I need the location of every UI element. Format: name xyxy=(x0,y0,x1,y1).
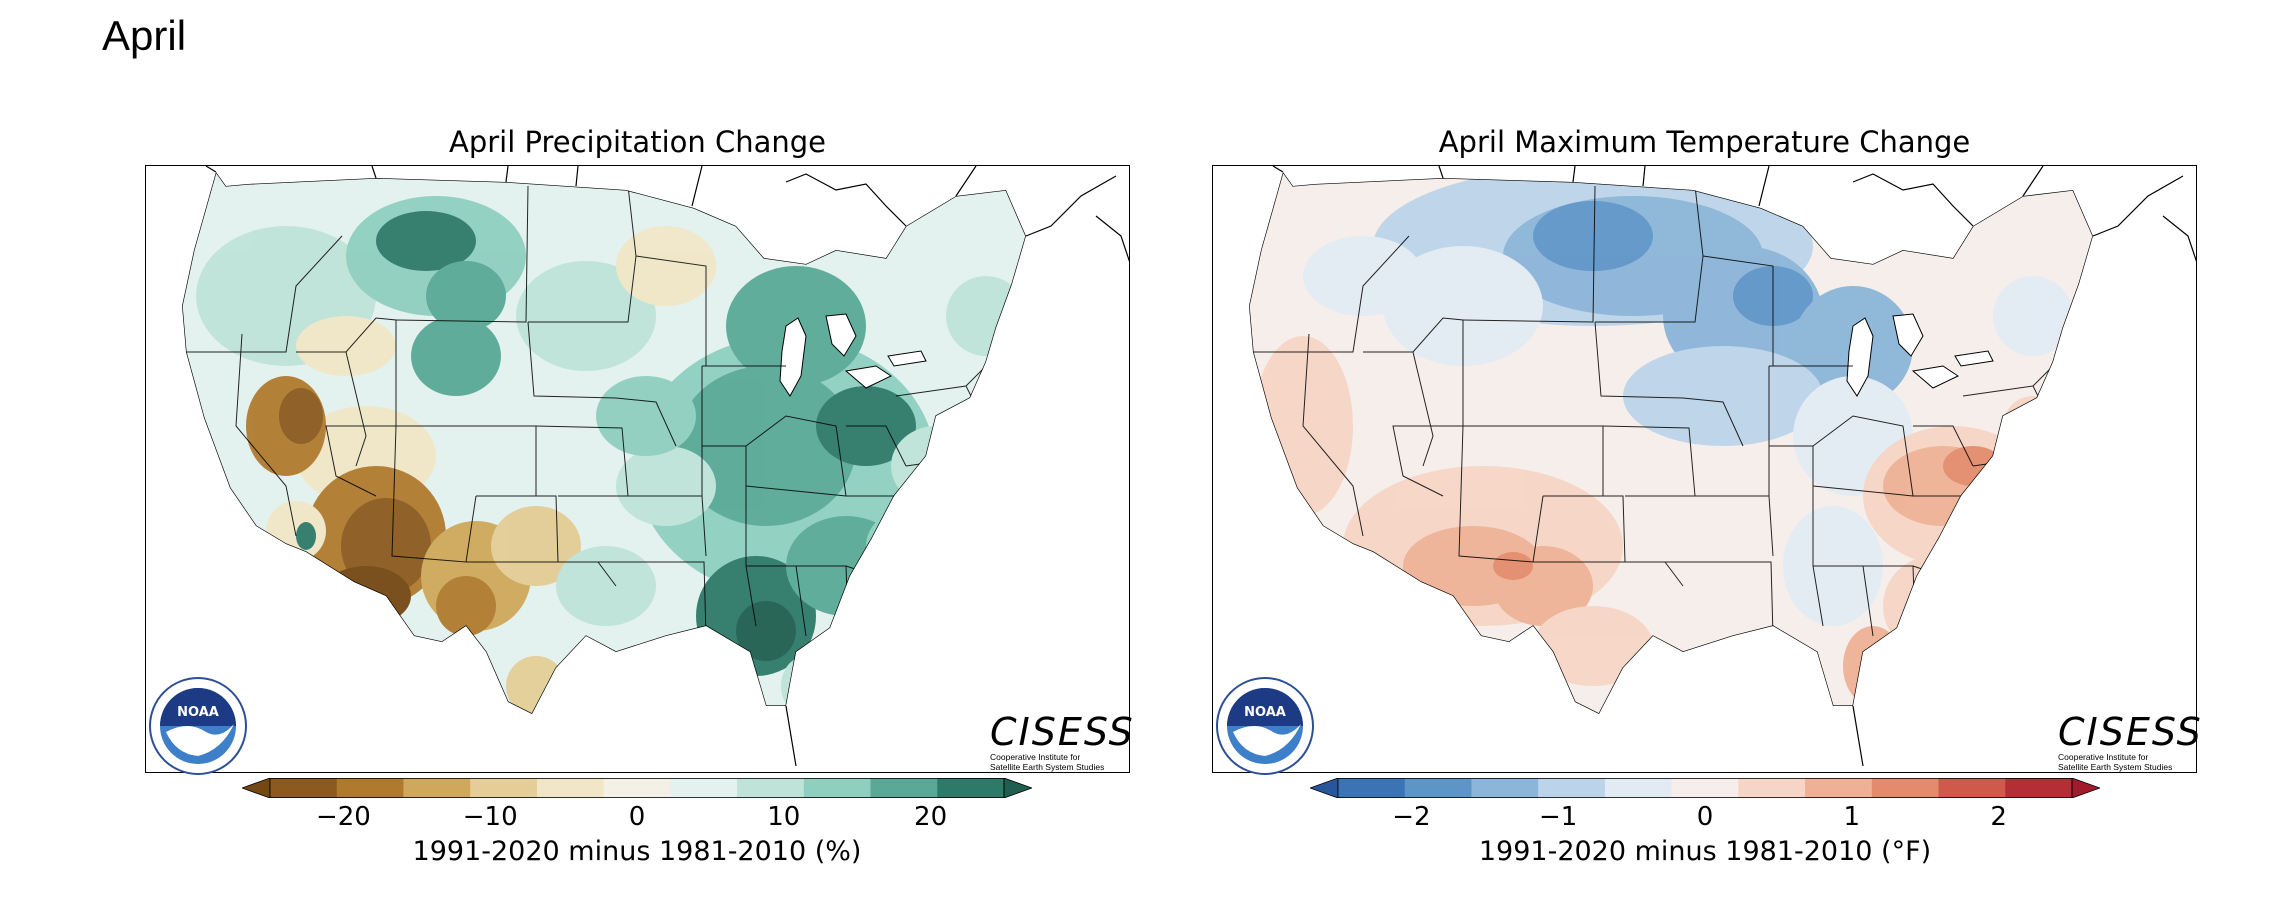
precipitation-colorbar xyxy=(242,778,1032,798)
colorbar-segment xyxy=(1738,778,1806,798)
colorbar-tick-label: 20 xyxy=(914,802,948,832)
colorbar-segment xyxy=(1538,778,1606,798)
noaa-logo-text: NOAA xyxy=(177,705,219,720)
colorbar-extend-high xyxy=(1003,778,1032,798)
colorbar-extend-low xyxy=(1310,778,1339,798)
noaa-logo-right: NOAA xyxy=(1215,676,1315,776)
colorbar-tick-label: 0 xyxy=(628,802,646,832)
colorbar-segment xyxy=(1338,778,1406,798)
noaa-logo-right-text: NOAA xyxy=(1244,705,1286,720)
noaa-logo: NOAA xyxy=(148,676,248,776)
colorbar-segment xyxy=(1871,778,1940,798)
colorbar-segment xyxy=(1404,778,1472,798)
colorbar-segment xyxy=(1938,778,2006,798)
temperature-map xyxy=(1212,165,2197,773)
colorbar-segment xyxy=(536,778,605,798)
cisess-logo-right: CISESS Cooperative Institute for Satelli… xyxy=(2058,712,2203,772)
colorbar-segment xyxy=(1671,778,1739,798)
precipitation-colorbar-ticks: −20 −10 0 10 20 xyxy=(242,802,1032,834)
colorbar-segment xyxy=(270,778,338,798)
colorbar-tick-label: −10 xyxy=(462,802,518,832)
colorbar-segment xyxy=(937,778,1005,798)
temperature-colorbar-label: 1991-2020 minus 1981-2010 (°F) xyxy=(1478,836,1932,867)
precipitation-colorbar-label: 1991-2020 minus 1981-2010 (%) xyxy=(412,836,862,867)
colorbar-segment xyxy=(1471,778,1539,798)
temperature-colorbar-ticks: −2 −1 0 1 2 xyxy=(1310,802,2100,834)
colorbar-tick-label: −20 xyxy=(315,802,371,832)
cisess-logo-title: CISESS xyxy=(990,710,1135,754)
colorbar-segment xyxy=(670,778,738,798)
colorbar-segment xyxy=(603,778,671,798)
colorbar-extend-low xyxy=(242,778,271,798)
temperature-panel-title: April Maximum Temperature Change xyxy=(1438,125,1971,159)
colorbar-tick-label: 1 xyxy=(1843,802,1861,832)
colorbar-segment xyxy=(737,778,805,798)
temperature-colorbar xyxy=(1310,778,2100,798)
colorbar-tick-label: 10 xyxy=(767,802,801,832)
colorbar-tick-label: 0 xyxy=(1696,802,1714,832)
page-title: April xyxy=(102,12,187,59)
colorbar-segment xyxy=(803,778,872,798)
colorbar-segment xyxy=(403,778,471,798)
colorbar-segment xyxy=(1805,778,1873,798)
colorbar-tick-label: −1 xyxy=(1539,802,1578,832)
cisess-logo-right-title: CISESS xyxy=(2058,710,2203,754)
colorbar-segment xyxy=(870,778,938,798)
colorbar-extend-high xyxy=(2071,778,2100,798)
cisess-logo-subtitle-1: Cooperative Institute for xyxy=(990,752,1081,762)
colorbar-tick-label: −2 xyxy=(1392,802,1431,832)
colorbar-tick-label: 2 xyxy=(1990,802,2007,832)
cisess-logo-subtitle-2: Satellite Earth System Studies xyxy=(990,762,1105,772)
colorbar-segment xyxy=(336,778,404,798)
cisess-logo-right-subtitle-2: Satellite Earth System Studies xyxy=(2058,762,2173,772)
precipitation-map xyxy=(145,165,1130,773)
colorbar-segment xyxy=(1604,778,1673,798)
colorbar-segment xyxy=(2005,778,2073,798)
colorbar-outline xyxy=(1337,778,2073,798)
cisess-logo: CISESS Cooperative Institute for Satelli… xyxy=(990,712,1135,772)
precipitation-panel-title: April Precipitation Change xyxy=(448,125,826,159)
colorbar-outline xyxy=(269,778,1005,798)
colorbar-segment xyxy=(470,778,538,798)
cisess-logo-right-subtitle-1: Cooperative Institute for xyxy=(2058,752,2149,762)
